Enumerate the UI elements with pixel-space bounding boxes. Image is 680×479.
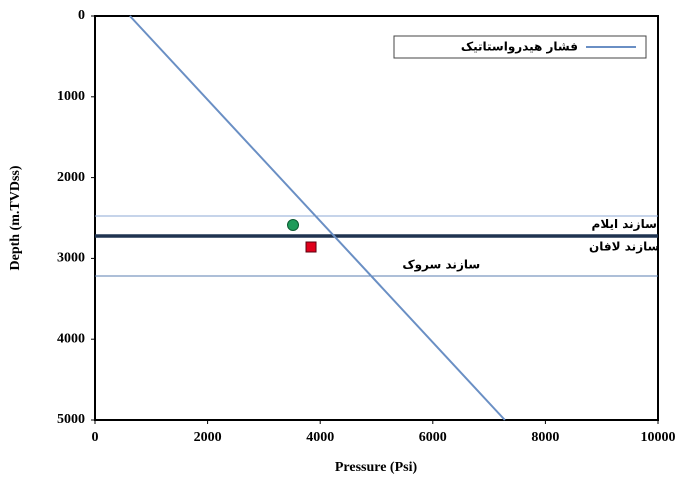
y-tick-label: 5000 — [57, 412, 85, 427]
data-point — [305, 241, 317, 253]
data-point — [287, 219, 300, 232]
legend: فشار هیدرواستاتیک — [393, 35, 647, 59]
annotation: سازند سروک — [402, 257, 480, 272]
y-tick-label: 3000 — [57, 251, 85, 266]
plot-frame — [94, 15, 659, 421]
annotation: سازند لافان — [589, 240, 659, 254]
y-tick-label: 4000 — [57, 331, 85, 346]
annotation: سازند ایلام — [592, 217, 657, 232]
y-tick-label: 0 — [78, 8, 85, 23]
x-tick-label: 4000 — [306, 430, 334, 445]
series-line — [129, 15, 506, 421]
y-tick-label: 2000 — [57, 170, 85, 185]
x-tick-label: 6000 — [419, 430, 447, 445]
y-tick-label: 1000 — [57, 89, 85, 104]
x-tick-label: 10000 — [641, 430, 676, 445]
x-tick-label: 0 — [92, 430, 99, 445]
x-axis-title: Pressure (Psi) — [335, 460, 418, 475]
y-axis-title: Depth (m.TVDss) — [8, 165, 23, 270]
legend-box — [393, 35, 647, 59]
x-tick-label: 8000 — [531, 430, 559, 445]
x-tick-label: 2000 — [194, 430, 222, 445]
legend-label: فشار هیدرواستاتیک — [461, 40, 578, 55]
